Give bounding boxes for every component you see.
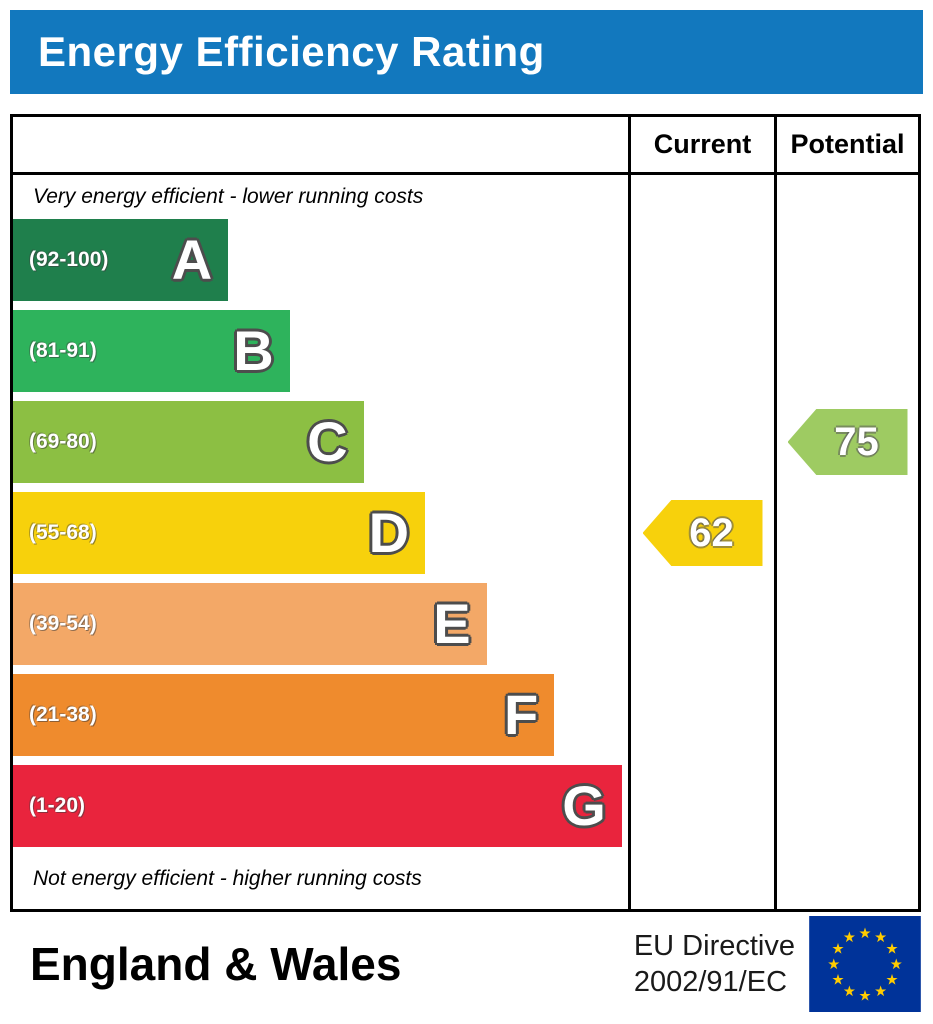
band-bar-g: (1-20) G	[13, 765, 622, 847]
eu-directive-text: EU Directive 2002/91/EC	[634, 928, 795, 1001]
bands-column: Very energy efficient - lower running co…	[13, 175, 628, 909]
svg-text:★: ★	[843, 984, 856, 1000]
band-range-g: (1-20)	[29, 794, 86, 817]
band-letter-g: G	[562, 774, 606, 837]
svg-text:★: ★	[827, 957, 840, 973]
band-row-b: (81-91) B	[13, 310, 628, 392]
header-current-cell: Current	[628, 117, 774, 175]
potential-column: 75	[774, 175, 918, 909]
svg-text:★: ★	[886, 941, 899, 957]
band-row-e: (39-54) E	[13, 583, 628, 665]
band-bar-d: (55-68) D	[13, 492, 426, 574]
band-row-g: (1-20) G	[13, 765, 628, 847]
current-header-label: Current	[653, 129, 752, 159]
page-title: Energy Efficiency Rating	[38, 28, 545, 75]
band-bar-b: (81-91) B	[13, 310, 290, 392]
band-range-d: (55-68)	[29, 521, 97, 544]
header-blank-cell	[13, 117, 628, 175]
band-range-c: (69-80)	[29, 430, 97, 453]
current-column-spacer	[631, 175, 774, 219]
band-range-f: (21-38)	[29, 703, 97, 726]
band-bar-a: (92-100) A	[13, 219, 229, 301]
band-letter-c: C	[307, 410, 348, 473]
band-bar-c: (69-80) C	[13, 401, 364, 483]
band-range-a: (92-100)	[29, 248, 109, 271]
current-column: 62	[628, 175, 774, 909]
svg-text:★: ★	[890, 957, 903, 973]
band-row-c: (69-80) C	[13, 401, 628, 483]
current-rating-value: 62	[689, 510, 734, 555]
band-letter-b: B	[233, 319, 274, 382]
svg-text:★: ★	[859, 988, 872, 1004]
band-range-e: (39-54)	[29, 612, 97, 635]
svg-text:★: ★	[843, 930, 856, 946]
eu-directive-line1: EU Directive	[633, 929, 795, 962]
potential-column-spacer	[777, 175, 918, 219]
svg-text:★: ★	[831, 973, 844, 989]
svg-text:★: ★	[831, 941, 844, 957]
band-letter-e: E	[433, 592, 471, 655]
band-letter-f: F	[503, 683, 539, 746]
current-rating-arrow: 62	[642, 500, 763, 566]
band-bar-e: (39-54) E	[13, 583, 487, 665]
potential-rating-arrow: 75	[787, 409, 908, 475]
eu-directive-line2: 2002/91/EC	[633, 966, 788, 998]
potential-rating-value: 75	[834, 419, 879, 464]
region-label: England & Wales	[30, 938, 402, 990]
band-letter-a: A	[171, 228, 213, 291]
rating-table: Current Potential Very energy efficient …	[10, 114, 921, 912]
title-bar: Energy Efficiency Rating	[10, 10, 923, 94]
band-row-d: (55-68) D	[13, 492, 628, 574]
svg-text:★: ★	[874, 930, 887, 946]
band-row-f: (21-38) F	[13, 674, 628, 756]
top-caption: Very energy efficient - lower running co…	[33, 185, 424, 208]
band-row-a: (92-100) A	[13, 219, 628, 301]
footer: England & Wales EU Directive 2002/91/EC …	[10, 912, 921, 1016]
svg-text:★: ★	[874, 984, 887, 1000]
header-potential-cell: Potential	[774, 117, 918, 175]
bottom-caption: Not energy efficient - higher running co…	[33, 867, 422, 890]
svg-text:★: ★	[886, 973, 899, 989]
potential-header-label: Potential	[790, 129, 905, 159]
svg-text:★: ★	[859, 926, 872, 942]
band-range-b: (81-91)	[29, 339, 97, 362]
band-bar-f: (21-38) F	[13, 674, 555, 756]
eu-flag-icon: ★ ★ ★ ★ ★ ★ ★ ★ ★ ★ ★ ★	[809, 916, 921, 1012]
band-letter-d: D	[368, 501, 410, 564]
